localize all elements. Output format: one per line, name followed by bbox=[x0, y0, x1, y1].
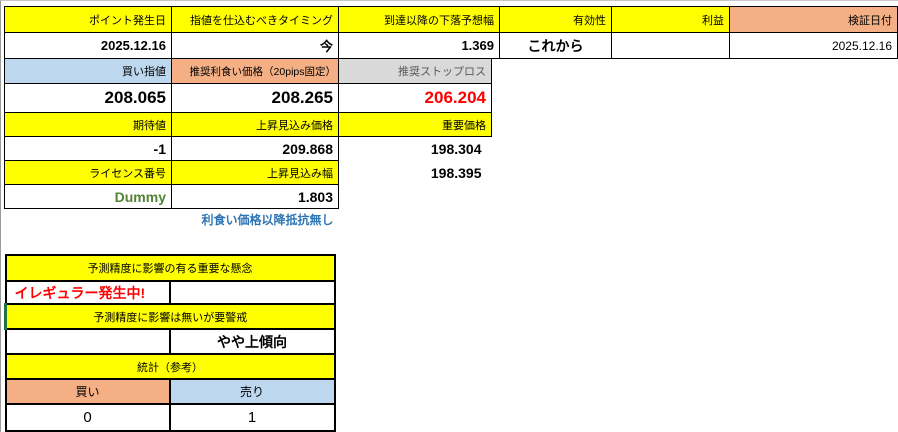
table-row: 利食い価格以降抵抗無し bbox=[5, 209, 898, 231]
value-cell-take-profit[interactable]: 208.265 bbox=[171, 83, 339, 113]
table-row: Dummy 1.803 bbox=[4, 184, 898, 209]
value-cell-upside-width[interactable]: 1.803 bbox=[171, 184, 339, 209]
table-row: ライセンス番号 上昇見込み幅 198.395 bbox=[4, 160, 898, 185]
table-row: やや上傾向 bbox=[4, 328, 336, 355]
signal-table: ポイント発生日 指値を仕込むべきタイミング 到達以降の下落予想幅 有効性 利益 … bbox=[4, 6, 898, 231]
table-row: 買い指値 推奨利食い価格（20pips固定） 推奨ストップロス bbox=[4, 58, 898, 84]
value-cell-upside-price[interactable]: 209.868 bbox=[171, 136, 339, 161]
header-cell-profit[interactable]: 利益 bbox=[611, 6, 730, 33]
header-cell-buy-limit[interactable]: 買い指値 bbox=[4, 58, 172, 84]
table-row: 期待値 上昇見込み価格 重要価格 bbox=[4, 112, 898, 137]
table-row: -1 209.868 198.304 bbox=[4, 136, 898, 161]
header-cell-timing[interactable]: 指値を仕込むべきタイミング bbox=[171, 6, 339, 33]
value-cell-trend[interactable]: やや上傾向 bbox=[168, 328, 336, 355]
table-row: ポイント発生日 指値を仕込むべきタイミング 到達以降の下落予想幅 有効性 利益 … bbox=[4, 6, 898, 33]
table-row: イレギュラー発生中! bbox=[4, 280, 336, 305]
header-cell-license[interactable]: ライセンス番号 bbox=[4, 160, 172, 185]
banner-caution[interactable]: 予測精度に影響は無いが要警戒 bbox=[4, 303, 336, 330]
value-cell-validity[interactable]: これから bbox=[499, 32, 612, 59]
header-cell-key-price[interactable]: 重要価格 bbox=[338, 112, 492, 137]
note-no-resistance[interactable]: 利食い価格以降抵抗無し bbox=[201, 213, 334, 228]
empty-cell bbox=[339, 209, 898, 231]
alert-irregular[interactable]: イレギュラー発生中! bbox=[4, 280, 171, 305]
header-cell-upside-price[interactable]: 上昇見込み価格 bbox=[171, 112, 339, 137]
empty-cell bbox=[492, 84, 898, 113]
table-row: 予測精度に影響の有る重要な懸念 bbox=[4, 254, 336, 282]
alert-stats-table: 予測精度に影響の有る重要な懸念 イレギュラー発生中! 予測精度に影響は無いが要警… bbox=[4, 254, 336, 432]
value-cell-profit[interactable] bbox=[611, 32, 730, 59]
empty-cell bbox=[5, 209, 172, 231]
table-row: 208.065 208.265 206.204 bbox=[4, 83, 898, 113]
value-cell-buy-count[interactable]: 0 bbox=[4, 403, 171, 432]
header-cell-take-profit[interactable]: 推奨利食い価格（20pips固定） bbox=[171, 58, 339, 84]
empty-cell[interactable] bbox=[168, 280, 336, 305]
value-cell-timing[interactable]: 今 bbox=[171, 32, 339, 59]
empty-cell bbox=[492, 113, 898, 137]
value-cell-key-price-1[interactable]: 198.304 bbox=[430, 140, 482, 157]
value-cell-point-date[interactable]: 2025.12.16 bbox=[4, 32, 172, 59]
table-row: 買い 売り bbox=[4, 378, 336, 405]
table-row: 0 1 bbox=[4, 403, 336, 432]
value-cell-drop-width[interactable]: 1.369 bbox=[338, 32, 500, 59]
header-cell-stop-loss[interactable]: 推奨ストップロス bbox=[338, 58, 492, 84]
empty-cell bbox=[492, 59, 898, 84]
value-cell-sell-count[interactable]: 1 bbox=[168, 403, 336, 432]
header-cell-expected[interactable]: 期待値 bbox=[4, 112, 172, 137]
header-cell-sell[interactable]: 売り bbox=[168, 378, 336, 405]
table-row: 2025.12.16 今 1.369 これから 2025.12.16 bbox=[4, 32, 898, 59]
header-cell-buy[interactable]: 買い bbox=[4, 378, 171, 405]
header-cell-validity[interactable]: 有効性 bbox=[499, 6, 612, 33]
table-row: 予測精度に影響は無いが要警戒 bbox=[4, 303, 336, 330]
value-cell-verify-date[interactable]: 2025.12.16 bbox=[729, 32, 898, 59]
value-cell-expected[interactable]: -1 bbox=[4, 136, 172, 161]
header-cell-verify-date[interactable]: 検証日付 bbox=[729, 6, 898, 33]
value-cell-stop-loss[interactable]: 206.204 bbox=[338, 83, 492, 113]
table-row: 統計（参考） bbox=[4, 353, 336, 380]
empty-cell bbox=[492, 137, 898, 161]
header-cell-point-date[interactable]: ポイント発生日 bbox=[4, 6, 172, 33]
value-cell-key-price-2[interactable]: 198.395 bbox=[430, 164, 482, 181]
value-cell-license[interactable]: Dummy bbox=[4, 184, 172, 209]
header-cell-upside-width[interactable]: 上昇見込み幅 bbox=[171, 160, 339, 185]
banner-major-concern[interactable]: 予測精度に影響の有る重要な懸念 bbox=[4, 254, 336, 282]
value-cell-buy-limit[interactable]: 208.065 bbox=[4, 83, 172, 113]
empty-cell bbox=[492, 161, 898, 185]
banner-statistics[interactable]: 統計（参考） bbox=[4, 353, 336, 380]
header-cell-drop-width[interactable]: 到達以降の下落予想幅 bbox=[338, 6, 500, 33]
empty-cell bbox=[339, 185, 898, 209]
empty-cell[interactable] bbox=[4, 328, 171, 355]
